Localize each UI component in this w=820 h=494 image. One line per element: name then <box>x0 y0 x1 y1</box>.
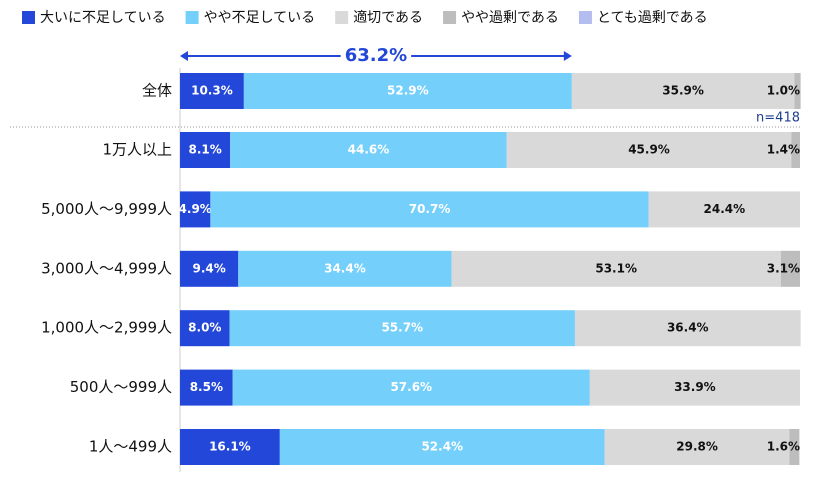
bar-segment <box>243 73 572 109</box>
legend-swatch <box>185 11 199 24</box>
value-label: 53.1% <box>595 261 637 275</box>
value-label: 29.8% <box>676 440 718 454</box>
bar-segment <box>571 73 795 109</box>
value-label: 1.4% <box>767 143 800 157</box>
value-label: 8.1% <box>188 143 221 157</box>
value-label: 8.5% <box>190 380 223 394</box>
category-label: 1万人以上 <box>102 141 172 159</box>
value-label: 44.6% <box>348 143 390 157</box>
category-label: 全体 <box>142 82 172 100</box>
value-label: 1.0% <box>767 84 800 98</box>
legend-label: やや不足している <box>204 10 316 26</box>
value-label: 45.9% <box>628 143 670 157</box>
legend-swatch <box>22 11 35 24</box>
category-label: 500人～999人 <box>70 378 172 396</box>
bar-segment <box>180 73 244 109</box>
value-label: 35.9% <box>662 84 704 98</box>
legend-swatch <box>443 11 457 24</box>
bar-segment <box>451 250 781 287</box>
value-label: 4.9% <box>179 202 212 216</box>
legend-label: やや過剰である <box>461 10 559 26</box>
bar-segment <box>791 132 800 168</box>
bar-segment <box>589 369 800 406</box>
legend-label: 適切である <box>353 9 423 26</box>
bar-segment <box>229 310 575 347</box>
bracket-label: 63.2% <box>345 45 407 66</box>
value-label: 34.4% <box>324 261 366 275</box>
value-label: 33.9% <box>674 380 716 394</box>
value-label: 70.7% <box>409 202 451 216</box>
value-label: 10.3% <box>191 84 233 98</box>
category-label: 1,000人～2,999人 <box>41 319 172 337</box>
value-label: 3.1% <box>767 261 800 275</box>
category-label: 3,000人～4,999人 <box>41 259 172 277</box>
legend-swatch <box>578 11 592 24</box>
bar-segment <box>574 310 801 347</box>
value-label: 9.4% <box>192 261 225 275</box>
bar-segment <box>232 369 590 406</box>
value-label: 52.9% <box>387 84 429 98</box>
value-label: 16.1% <box>209 440 251 454</box>
bracket-bg <box>340 45 412 66</box>
bar-segment <box>180 429 280 465</box>
value-label: 36.4% <box>667 321 709 335</box>
legend-swatch <box>335 11 349 24</box>
bar-segment <box>279 429 605 465</box>
bar-segment <box>506 132 792 168</box>
bar-segment <box>180 369 233 406</box>
legend-label: 大いに不足している <box>40 10 166 26</box>
value-label: 24.4% <box>704 202 746 216</box>
value-label: 8.0% <box>188 321 221 335</box>
bar-segment <box>238 250 452 287</box>
bar-segment <box>648 191 800 228</box>
bar-segment <box>794 73 801 109</box>
value-label: 52.4% <box>421 440 463 454</box>
value-label: 1.6% <box>767 440 800 454</box>
bar-segment <box>180 191 211 228</box>
value-label: 55.7% <box>381 321 423 335</box>
note: n=418 <box>756 111 800 126</box>
bar-segment <box>180 310 230 347</box>
bar-segment <box>180 132 231 168</box>
value-label: 57.6% <box>390 380 432 394</box>
bar-segment <box>789 429 800 465</box>
bar-segment <box>230 132 507 168</box>
bar-segment <box>604 429 790 465</box>
category-label: 1人～499人 <box>89 438 172 456</box>
bar-segment <box>210 191 649 228</box>
bar-segment <box>180 250 239 287</box>
category-label: 5,000人～9,999人 <box>41 200 172 218</box>
legend-label: とても過剰である <box>597 10 708 26</box>
bar-segment <box>780 250 800 287</box>
